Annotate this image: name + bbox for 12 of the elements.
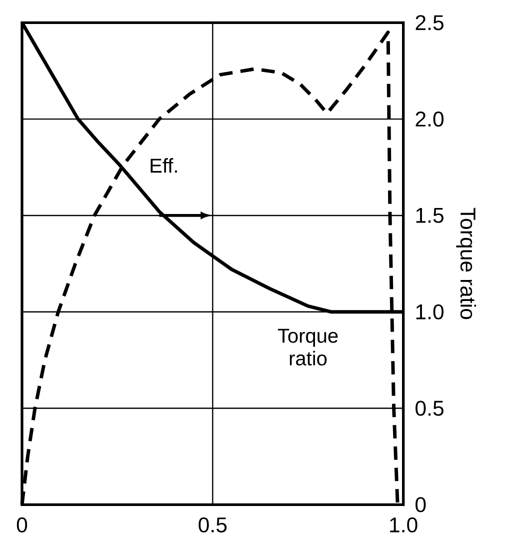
y-tick-label: 1.5: [416, 208, 444, 223]
x-tick-label: 0.5: [198, 517, 226, 532]
x-tick-label: 0: [16, 517, 27, 532]
y-tick-label: 2.0: [416, 112, 444, 127]
y-tick-label: 2.5: [416, 15, 444, 30]
y-tick-label: 0: [415, 497, 426, 512]
y-tick-label: 0.5: [415, 400, 444, 416]
series-label: Torque ratio: [278, 328, 338, 366]
x-tick-label: 1.0: [390, 517, 418, 532]
series-label: Eff.: [150, 158, 177, 173]
y-axis-title: Torque ratio: [456, 208, 476, 320]
y-tick-label: 1.0: [416, 304, 444, 320]
